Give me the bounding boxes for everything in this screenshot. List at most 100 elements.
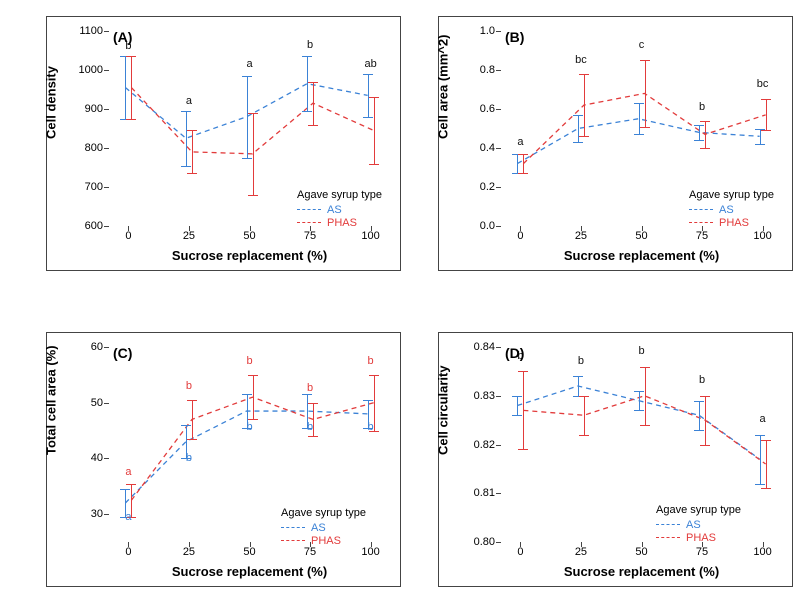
x-tick-label: 0	[505, 546, 535, 558]
significance-letter: a	[760, 413, 766, 425]
x-tick-label: 100	[748, 546, 778, 558]
legend-swatch	[297, 209, 321, 210]
legend-item: PHAS	[656, 531, 741, 544]
error-cap	[248, 113, 258, 114]
error-cap	[363, 400, 373, 401]
error-cap	[518, 449, 528, 450]
figure-4panel: { "layout": { "figure_w": 798, "figure_h…	[0, 0, 798, 607]
y-tick-label: 0.4	[459, 142, 495, 154]
legend-swatch	[297, 222, 321, 223]
error-bar	[313, 403, 314, 436]
error-cap	[369, 164, 379, 165]
error-cap	[187, 173, 197, 174]
x-tick-label: 25	[174, 230, 204, 242]
error-cap	[308, 436, 318, 437]
legend-title: Agave syrup type	[656, 504, 741, 516]
error-cap	[761, 99, 771, 100]
error-cap	[579, 435, 589, 436]
y-tick	[104, 458, 109, 459]
significance-letter: ab	[364, 58, 376, 70]
x-tick-label: 25	[566, 546, 596, 558]
x-axis-label: Sucrose replacement (%)	[501, 564, 782, 579]
x-tick-label: 100	[356, 230, 386, 242]
x-tick-label: 50	[235, 230, 265, 242]
x-tick-label: 50	[627, 546, 657, 558]
error-cap	[755, 129, 765, 130]
legend-label: AS	[686, 519, 701, 531]
y-tick	[496, 31, 501, 32]
error-bar	[192, 130, 193, 173]
error-cap	[308, 403, 318, 404]
error-bar	[578, 376, 579, 396]
legend-label: AS	[327, 204, 342, 216]
error-bar	[374, 375, 375, 431]
y-axis-label: Cell density	[44, 119, 59, 139]
legend-swatch	[656, 524, 680, 525]
legend-label: PHAS	[311, 535, 341, 547]
y-tick	[104, 403, 109, 404]
legend-item: PHAS	[281, 534, 366, 547]
error-cap	[181, 166, 191, 167]
error-bar	[705, 396, 706, 445]
y-tick-label: 0.2	[459, 181, 495, 193]
significance-letter: a	[246, 58, 252, 70]
legend-swatch	[689, 222, 713, 223]
significance-letter: b	[578, 355, 584, 367]
y-tick-label: 60	[67, 341, 103, 353]
y-tick	[104, 226, 109, 227]
error-cap	[755, 144, 765, 145]
error-bar	[523, 154, 524, 174]
error-cap	[302, 394, 312, 395]
significance-letter: c	[639, 39, 645, 51]
y-tick	[104, 514, 109, 515]
error-cap	[640, 60, 650, 61]
error-cap	[181, 425, 191, 426]
error-bar	[125, 56, 126, 118]
significance-letter: b	[307, 39, 313, 51]
x-tick-label: 100	[748, 230, 778, 242]
legend-swatch	[689, 209, 713, 210]
plot-area: 600700800900100011000255075100baababAgav…	[109, 31, 390, 226]
y-tick-label: 800	[67, 142, 103, 154]
y-axis-label: Cell circularity	[436, 435, 451, 455]
error-bar	[313, 82, 314, 125]
error-bar	[247, 76, 248, 158]
y-tick	[104, 347, 109, 348]
significance-letter: b	[307, 382, 313, 394]
legend-item: AS	[656, 518, 741, 531]
error-bar	[705, 121, 706, 148]
y-tick-label: 700	[67, 181, 103, 193]
y-tick-label: 0.82	[459, 439, 495, 451]
error-cap	[579, 396, 589, 397]
y-tick	[496, 493, 501, 494]
error-cap	[308, 82, 318, 83]
legend: Agave syrup typeASPHAS	[297, 189, 382, 229]
error-bar	[645, 60, 646, 126]
legend-label: AS	[719, 204, 734, 216]
error-bar	[699, 125, 700, 141]
y-tick	[104, 187, 109, 188]
y-tick-label: 1000	[67, 64, 103, 76]
y-tick	[496, 187, 501, 188]
error-bar	[578, 115, 579, 142]
legend: Agave syrup type ASPHAS	[656, 504, 741, 544]
legend-label: PHAS	[686, 532, 716, 544]
legend-item: AS	[689, 203, 774, 216]
panel-tag: (B)	[505, 29, 524, 45]
x-tick-label: 75	[687, 546, 717, 558]
legend-item: PHAS	[297, 216, 382, 229]
x-tick-label: 75	[295, 230, 325, 242]
error-cap	[187, 400, 197, 401]
legend-swatch	[656, 537, 680, 538]
significance-letter: b	[368, 355, 374, 367]
x-tick-label: 0	[505, 230, 535, 242]
error-cap	[242, 158, 252, 159]
error-cap	[126, 119, 136, 120]
error-bar	[584, 396, 585, 435]
error-cap	[640, 425, 650, 426]
x-tick-label: 75	[687, 230, 717, 242]
significance-letter: a	[125, 511, 131, 523]
error-cap	[248, 195, 258, 196]
y-tick	[496, 396, 501, 397]
error-cap	[755, 435, 765, 436]
